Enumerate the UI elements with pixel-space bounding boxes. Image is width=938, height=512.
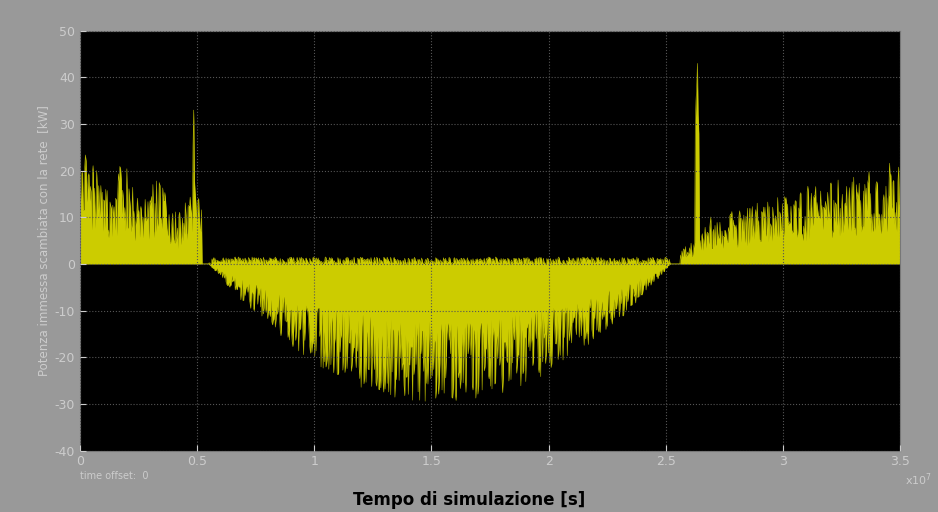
- Y-axis label: Potenza immessa scambiata con la rete  [kW]: Potenza immessa scambiata con la rete [k…: [38, 105, 51, 376]
- Text: time offset:  0: time offset: 0: [80, 471, 148, 481]
- Text: x10$^7$: x10$^7$: [905, 471, 932, 487]
- Text: Tempo di simulazione [s]: Tempo di simulazione [s]: [353, 492, 585, 509]
